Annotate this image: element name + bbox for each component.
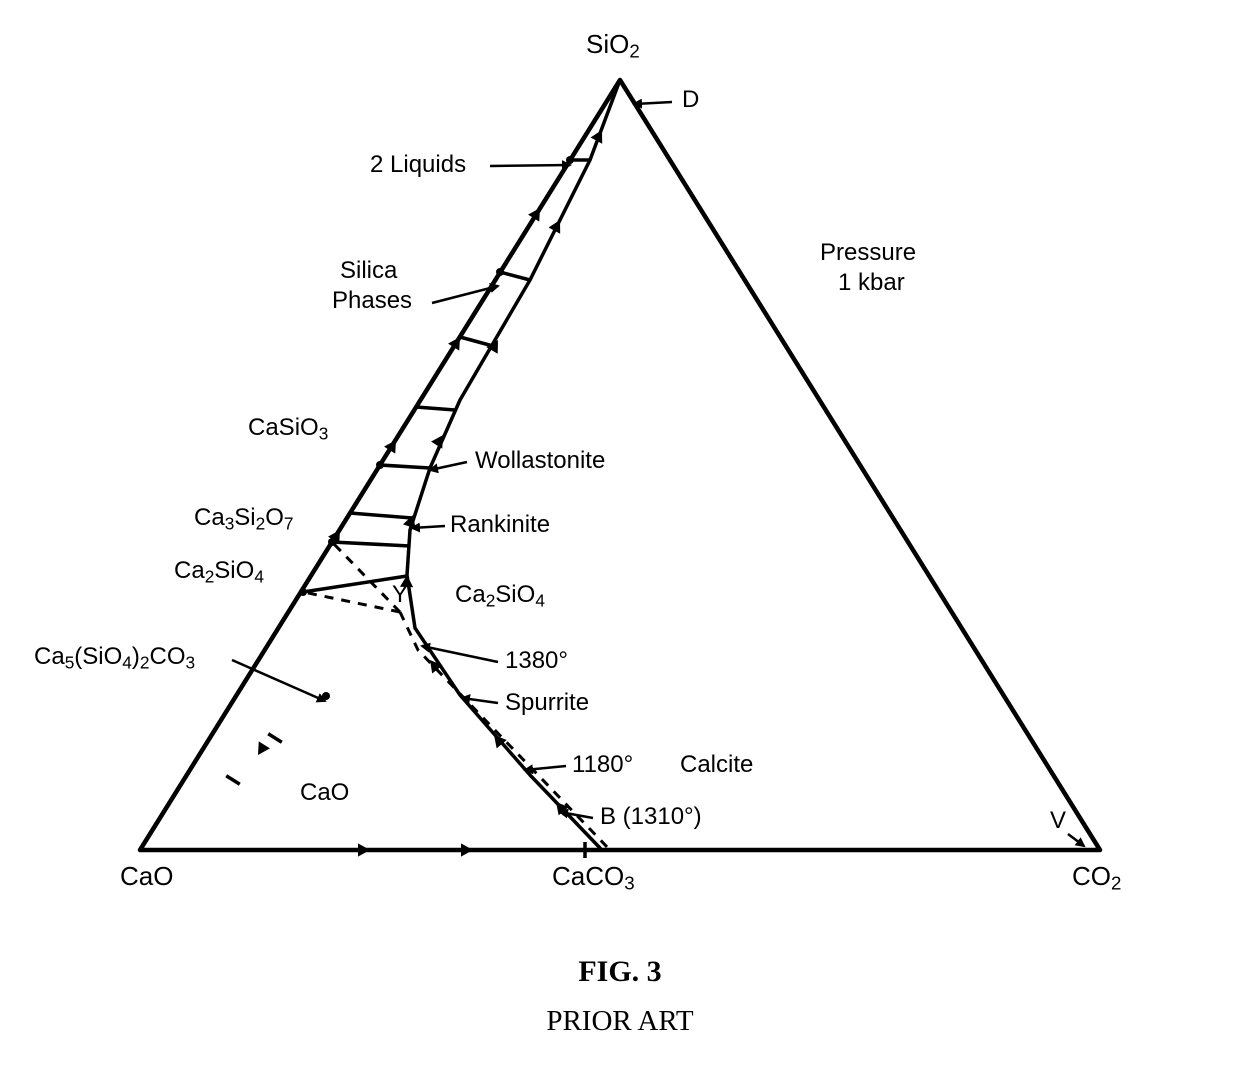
edge-dot-Ca5SiO4CO3: [322, 692, 330, 700]
label-calcite: Calcite: [680, 752, 753, 778]
leader-line: [430, 462, 467, 470]
caption-main: FIG. 3: [0, 955, 1240, 989]
label-ca2sio4-right: Ca2SiO4: [455, 582, 545, 610]
label-1kbar: 1 kbar: [838, 270, 905, 296]
label-ca3si2o7: Ca3Si2O7: [194, 505, 294, 533]
tie-line-4: [380, 465, 430, 468]
label-1380: 1380°: [505, 648, 568, 674]
label-wollastonite: Wollastonite: [475, 448, 605, 474]
leader-line: [490, 165, 570, 166]
edge-tick-0: [226, 776, 240, 784]
label-silica: Silica: [340, 258, 397, 284]
leader-line: [412, 526, 445, 528]
label-phases: Phases: [332, 288, 412, 314]
point-Y: Y: [392, 582, 408, 608]
label-b1310: B (1310°): [600, 804, 702, 830]
figure-stage: FIG. 3 PRIOR ART SiO2 CaO CO2 CaCO3 D V Y 2 Liq…: [0, 0, 1240, 1080]
tie-line-5: [350, 513, 412, 518]
leader-line: [634, 102, 672, 104]
tie-line-2: [460, 337, 493, 346]
label-ca2sio4-left: Ca2SiO4: [174, 558, 264, 586]
edge-dot-Ca3Si2O7: [328, 538, 336, 546]
region-cao: CaO: [300, 780, 349, 806]
tie-line-1: [500, 272, 530, 280]
label-1180: 1180°: [572, 752, 633, 778]
tie-line-3: [416, 407, 455, 410]
vertex-sio2: SiO2: [586, 30, 640, 62]
edge-dot-Ca2SiO4_edge: [299, 588, 307, 596]
point-D: D: [682, 87, 699, 113]
flow-arrow: [461, 843, 473, 856]
flow-arrow: [358, 843, 370, 856]
label-casio3: CaSiO3: [248, 415, 328, 443]
edge-caco3: CaCO3: [552, 862, 635, 894]
diagram-svg: [0, 0, 1240, 1080]
label-pressure: Pressure: [820, 240, 916, 266]
edge-dot-CaSiO3_edge: [376, 461, 384, 469]
leader-line: [1068, 834, 1084, 846]
point-V: V: [1050, 808, 1066, 834]
flow-arrow: [258, 741, 270, 755]
label-rankinite: Rankinite: [450, 512, 550, 538]
flow-arrow: [431, 435, 443, 449]
label-ca5sio4co3: Ca5(SiO4)2CO3: [34, 644, 195, 672]
edge-dot-Silica_edge: [496, 268, 504, 276]
vertex-co2: CO2: [1072, 862, 1121, 894]
label-2liquids: 2 Liquids: [370, 152, 466, 178]
ternary-triangle: [140, 80, 1100, 850]
tie-line-6: [332, 542, 410, 546]
vertex-cao: CaO: [120, 862, 173, 891]
edge-dot-TwoLiq_edge: [566, 156, 574, 164]
label-spurrite: Spurrite: [505, 690, 589, 716]
caption-sub: PRIOR ART: [0, 1005, 1240, 1038]
edge-tick-1: [268, 734, 282, 742]
